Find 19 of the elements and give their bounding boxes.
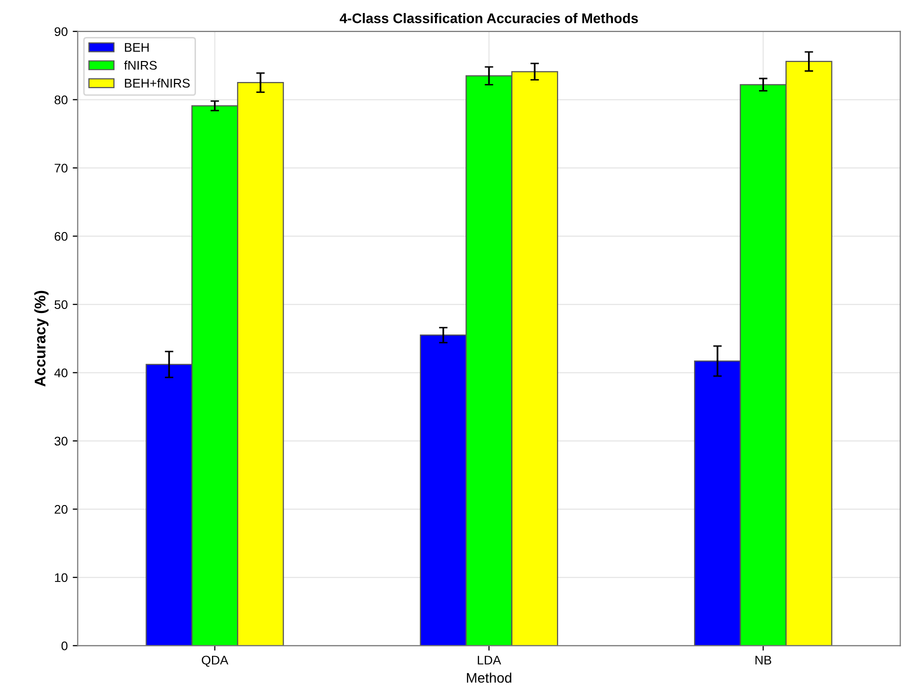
legend-label: BEH: [124, 43, 149, 52]
x-tick-label: QDA: [202, 656, 228, 667]
y-tick-label: 40: [54, 368, 68, 378]
y-tick-label: 0: [62, 641, 68, 650]
y-tick-label: 60: [54, 232, 68, 241]
y-tick-label: 70: [54, 164, 68, 173]
chart-title: 4-Class Classification Accuracies of Methods: [340, 13, 638, 24]
y-tick-label: 20: [54, 504, 68, 514]
x-tick-label: LDA: [478, 656, 502, 664]
y-axis-title: Accuracy (%): [34, 290, 49, 387]
x-axis-title: Method: [466, 672, 512, 683]
legend-label: BEH+fNIRS: [124, 78, 190, 88]
y-tick-label: 90: [54, 27, 68, 36]
y-tick-label: 50: [54, 300, 68, 310]
legend-label: fNIRS: [124, 60, 157, 70]
y-tick-label: 10: [55, 573, 68, 582]
y-tick-label: 30: [54, 436, 68, 446]
y-tick-label: 80: [54, 95, 68, 104]
x-tick-label: NB: [756, 656, 772, 664]
